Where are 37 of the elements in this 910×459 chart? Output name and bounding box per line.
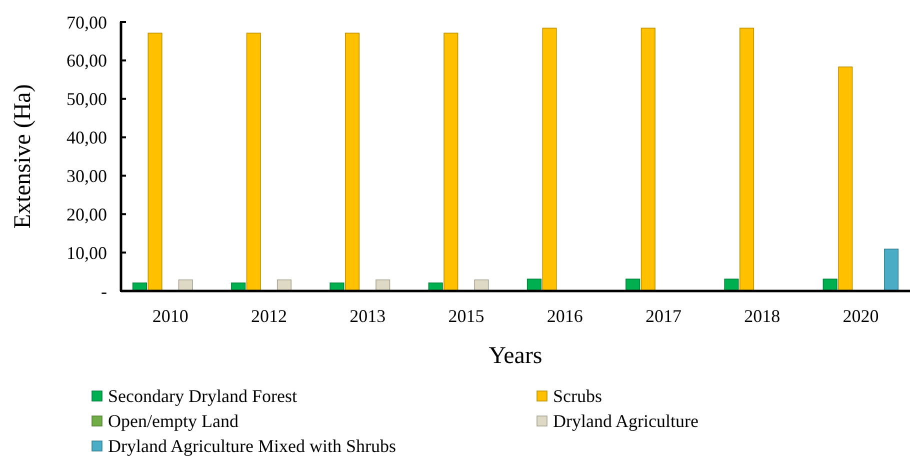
bar [344,32,360,292]
y-tick-label: 60,00 [66,50,107,71]
x-axis-title: Years [488,343,542,369]
x-tick-label: 2010 [152,306,188,326]
bar [640,28,656,292]
y-tick-label: 30,00 [66,166,107,186]
bar [474,279,489,292]
bar [724,278,739,292]
y-axis-title: Extensive (Ha) [10,84,36,229]
y-tick-label: 10,00 [66,242,107,263]
y-tick-label: 20,00 [66,204,107,224]
y-tick-label: 40,00 [66,128,107,148]
bar [626,278,640,292]
x-tick-label: 2017 [645,306,682,326]
legend-label: Scrubs [553,386,602,406]
bar [246,32,261,292]
x-tick-label: 2013 [350,306,386,326]
y-tick-label: - [101,281,107,302]
bar [526,278,542,292]
x-tick-label: 2018 [744,306,780,326]
x-tick-label: 2020 [842,306,879,326]
x-tick-label: 2015 [448,306,484,326]
legend-label: Dryland Agriculture [553,411,698,431]
bar [148,32,162,292]
bar [838,66,853,292]
legend-label: Dryland Agriculture Mixed with Shrubs [108,436,396,456]
y-tick-label: 50,00 [66,89,107,110]
x-tick-label: 2016 [546,306,583,326]
bar [444,32,458,292]
x-tick-label: 2012 [250,306,287,326]
bar [822,278,838,292]
bar [542,28,557,292]
legend-label: Open/empty Land [108,411,238,431]
y-tick-label: 70,00 [66,12,107,32]
bar [884,248,899,292]
legend-label: Secondary Dryland Forest [108,386,297,406]
bar [739,28,754,292]
